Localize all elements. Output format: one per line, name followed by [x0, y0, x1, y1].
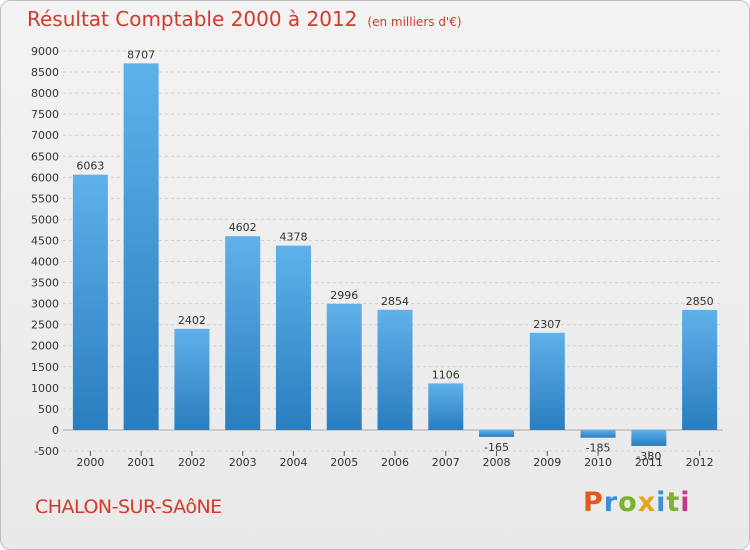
- bar-2007: [428, 383, 464, 430]
- bar-2002: [174, 328, 210, 430]
- x-tick-label: 2007: [432, 456, 460, 469]
- bar-2003: [225, 236, 261, 430]
- y-tick-label: 9000: [31, 45, 59, 58]
- bar-2005: [326, 303, 362, 430]
- value-label: -380: [636, 450, 661, 463]
- chart-subtitle: (en milliers d'€): [367, 15, 462, 29]
- x-tick-label: 2003: [229, 456, 257, 469]
- logo-letter: r: [603, 487, 619, 518]
- value-label: 2402: [178, 314, 206, 327]
- y-tick-label: 5500: [31, 192, 59, 205]
- y-tick-label: -500: [34, 445, 59, 458]
- bar-2011: [631, 429, 667, 446]
- y-tick-label: 1000: [31, 382, 59, 395]
- y-tick-label: 5000: [31, 213, 59, 226]
- logo-letter: i: [656, 487, 667, 518]
- x-tick-label: 2001: [127, 456, 155, 469]
- value-label: 2996: [330, 289, 358, 302]
- logo-letter: P: [583, 487, 604, 518]
- logo-letter: o: [618, 487, 638, 518]
- y-tick-label: 500: [38, 403, 59, 416]
- value-label: 2854: [381, 295, 409, 308]
- y-tick-label: 8000: [31, 87, 59, 100]
- value-label: 4378: [279, 231, 307, 244]
- proxiti-logo[interactable]: Proxiti: [583, 487, 691, 518]
- x-tick-label: 2005: [330, 456, 358, 469]
- value-label: 4602: [229, 221, 257, 234]
- value-label: 2850: [686, 295, 714, 308]
- y-tick-label: 3500: [31, 277, 59, 290]
- x-tick-label: 2002: [178, 456, 206, 469]
- x-tick-label: 2010: [584, 456, 612, 469]
- value-label: 2307: [533, 318, 561, 331]
- value-label: -185: [586, 442, 611, 455]
- y-tick-label: 6500: [31, 150, 59, 163]
- bar-2001: [123, 63, 159, 430]
- city-name: CHALON-SUR-SAôNE: [35, 496, 222, 518]
- value-label: 6063: [76, 160, 104, 173]
- x-tick-label: 2006: [381, 456, 409, 469]
- y-tick-label: 2500: [31, 319, 59, 332]
- x-tick-label: 2012: [686, 456, 714, 469]
- logo-letter: t: [666, 487, 681, 518]
- bar-2000: [72, 174, 108, 430]
- y-tick-label: 6000: [31, 171, 59, 184]
- chart-title: Résultat Comptable 2000 à 2012 (en millie…: [27, 7, 462, 31]
- y-tick-label: 4500: [31, 234, 59, 247]
- y-tick-label: 3000: [31, 298, 59, 311]
- y-tick-label: 7500: [31, 108, 59, 121]
- x-tick-label: 2011: [635, 456, 663, 469]
- logo-letter: i: [680, 487, 691, 518]
- value-label: 1106: [432, 368, 460, 381]
- x-tick-label: 2008: [483, 456, 511, 469]
- x-tick-label: 2004: [279, 456, 307, 469]
- x-tick-label: 2000: [76, 456, 104, 469]
- y-tick-label: 1500: [31, 361, 59, 374]
- x-tick-label: 2009: [533, 456, 561, 469]
- bar-2012: [682, 309, 718, 430]
- bar-2006: [377, 309, 413, 430]
- chart-title-text: Résultat Comptable 2000 à 2012: [27, 7, 358, 31]
- value-label: -165: [484, 441, 509, 454]
- bar-2004: [275, 245, 311, 430]
- bar-2010: [580, 429, 616, 438]
- bar-2009: [529, 332, 565, 430]
- value-label: 8707: [127, 48, 155, 61]
- y-tick-label: 4000: [31, 256, 59, 269]
- y-tick-label: 2000: [31, 340, 59, 353]
- logo-letter: x: [637, 487, 657, 518]
- y-tick-label: 7000: [31, 129, 59, 142]
- y-tick-label: 0: [52, 424, 59, 437]
- y-tick-label: 8500: [31, 66, 59, 79]
- bar-2008: [479, 429, 515, 437]
